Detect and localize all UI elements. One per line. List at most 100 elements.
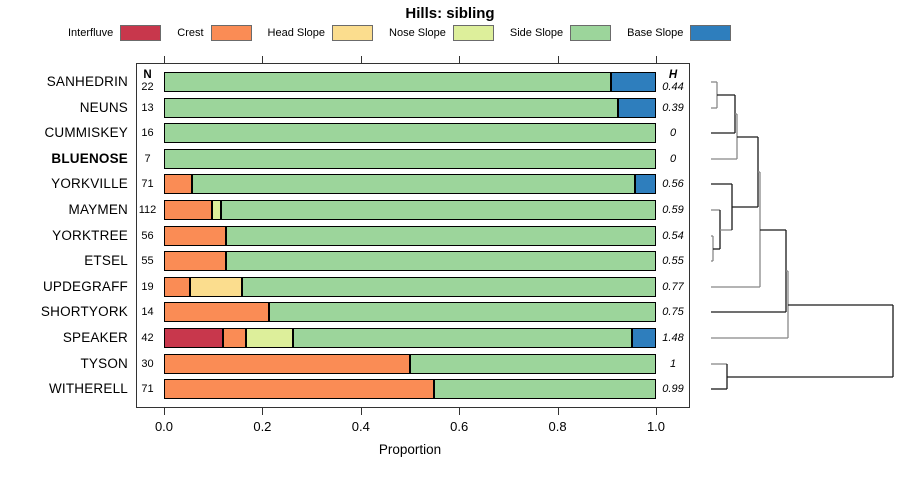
n-value: 7 bbox=[144, 152, 151, 165]
legend: Interfluve Crest Head Slope Nose Slope Side … bbox=[68, 25, 732, 41]
legend-label: Interfluve bbox=[68, 27, 114, 39]
bar-segment-side bbox=[410, 353, 656, 374]
bar-segment-side bbox=[225, 225, 656, 246]
h-value: 1 bbox=[669, 357, 677, 370]
bar-segment-crest bbox=[164, 225, 226, 246]
bar-bluenose bbox=[164, 148, 656, 169]
bar-segment-base bbox=[632, 328, 656, 348]
legend-item-nose: Nose Slope bbox=[389, 25, 494, 41]
legend-label: Side Slope bbox=[509, 27, 564, 39]
bar-cummiskey bbox=[164, 123, 656, 144]
n-value-text: 22 bbox=[141, 81, 154, 93]
x-tick bbox=[459, 408, 461, 415]
legend-label: Head Slope bbox=[267, 27, 326, 39]
x-tick-label: 0.8 bbox=[548, 419, 567, 434]
h-value: 0.77 bbox=[662, 280, 684, 293]
n-value: 71 bbox=[141, 383, 154, 396]
n-value: 14 bbox=[141, 306, 154, 319]
bar-segment-side bbox=[191, 174, 636, 195]
bar-segment-crest bbox=[164, 251, 227, 272]
hill-label: YORKVILLE bbox=[51, 176, 128, 192]
hill-label: NEUNS bbox=[79, 99, 128, 115]
bar-shortyork bbox=[164, 302, 656, 323]
x-tick-label: 0.0 bbox=[154, 419, 174, 434]
hill-label: ETSEL bbox=[84, 253, 128, 269]
bar-segment-side bbox=[221, 200, 656, 220]
legend-swatch-crest-icon bbox=[210, 25, 252, 41]
bar-speaker bbox=[164, 328, 656, 348]
bar-segment-side bbox=[241, 276, 656, 297]
x-tick-label: 0.2 bbox=[253, 419, 272, 434]
n-value: 19 bbox=[141, 280, 154, 293]
hill-label: WITHERELL bbox=[48, 381, 128, 397]
h-value: 0.75 bbox=[662, 306, 684, 319]
bar-updegraff bbox=[164, 276, 656, 297]
legend-swatch-interfluve-icon bbox=[120, 25, 162, 41]
bar-segment-crest bbox=[164, 302, 270, 323]
bar-yorkville bbox=[164, 174, 656, 195]
x-tick-top bbox=[262, 56, 264, 63]
hill-label: SHORTYORK bbox=[40, 304, 128, 320]
n-value: 71 bbox=[141, 178, 154, 191]
bar-segment-side bbox=[269, 302, 656, 323]
hill-label: BLUENOSE bbox=[51, 150, 128, 166]
bar-segment-side bbox=[164, 97, 619, 118]
x-tick-top bbox=[656, 56, 657, 63]
h-value: H 0.44 bbox=[655, 69, 691, 93]
bar-segment-side bbox=[164, 148, 656, 169]
bar-segment-interfluve bbox=[164, 328, 223, 348]
x-tick-label: 0.6 bbox=[450, 419, 469, 434]
bar-segment-side bbox=[164, 72, 612, 92]
h-value: 0.99 bbox=[662, 383, 684, 396]
n-value: 30 bbox=[141, 357, 154, 370]
bar-yorktree bbox=[164, 225, 656, 246]
legend-label: Nose Slope bbox=[389, 27, 446, 39]
bar-segment-head bbox=[190, 276, 242, 297]
hill-label: SPEAKER bbox=[62, 330, 128, 345]
n-value: N 22 bbox=[133, 69, 162, 93]
bar-segment-base bbox=[635, 174, 656, 195]
n-value: 55 bbox=[141, 255, 154, 268]
x-tick bbox=[656, 408, 657, 415]
x-tick bbox=[360, 408, 362, 415]
legend-swatch-nose-icon bbox=[452, 25, 494, 41]
legend-swatch-side-icon bbox=[570, 25, 612, 41]
legend-item-side: Side Slope bbox=[509, 25, 612, 41]
bar-segment-base bbox=[611, 72, 656, 92]
legend-item-interfluve: Interfluve bbox=[68, 25, 162, 41]
h-value: 0.54 bbox=[662, 229, 684, 242]
n-value: 42 bbox=[141, 332, 154, 344]
chart-title: Hills: sibling bbox=[405, 5, 495, 22]
h-value: 0 bbox=[669, 152, 677, 165]
legend-item-head: Head Slope bbox=[268, 25, 374, 41]
bar-tyson bbox=[164, 353, 656, 374]
legend-swatch-base-icon bbox=[690, 25, 732, 41]
hill-label: YORKTREE bbox=[52, 227, 128, 243]
bar-segment-base bbox=[618, 97, 656, 118]
x-axis-title: Proportion bbox=[378, 442, 442, 457]
h-value: 0.39 bbox=[662, 101, 684, 114]
bar-segment-crest bbox=[164, 174, 192, 195]
x-tick-label: 0.4 bbox=[351, 419, 370, 434]
x-tick bbox=[164, 408, 165, 415]
bar-maymen bbox=[164, 200, 656, 220]
legend-swatch-head-icon bbox=[332, 25, 374, 41]
h-value: 0.55 bbox=[662, 255, 684, 268]
x-tick-top bbox=[557, 56, 559, 63]
bar-segment-crest bbox=[164, 353, 410, 374]
x-tick-label: 1.0 bbox=[646, 419, 666, 434]
x-tick bbox=[557, 408, 559, 415]
bar-segment-crest bbox=[164, 379, 435, 400]
h-value: 1.48 bbox=[662, 332, 684, 344]
x-tick bbox=[262, 408, 264, 415]
legend-item-crest: Crest bbox=[177, 25, 252, 41]
n-column-header: N bbox=[143, 69, 152, 81]
bar-segment-side bbox=[434, 379, 656, 400]
legend-label: Crest bbox=[177, 27, 204, 39]
x-tick-top bbox=[164, 56, 165, 63]
hill-label: CUMMISKEY bbox=[44, 125, 128, 141]
bar-segment-crest bbox=[164, 276, 191, 297]
legend-item-base: Base Slope bbox=[627, 25, 732, 41]
bar-neuns bbox=[164, 97, 656, 118]
n-value: 112 bbox=[138, 204, 157, 216]
